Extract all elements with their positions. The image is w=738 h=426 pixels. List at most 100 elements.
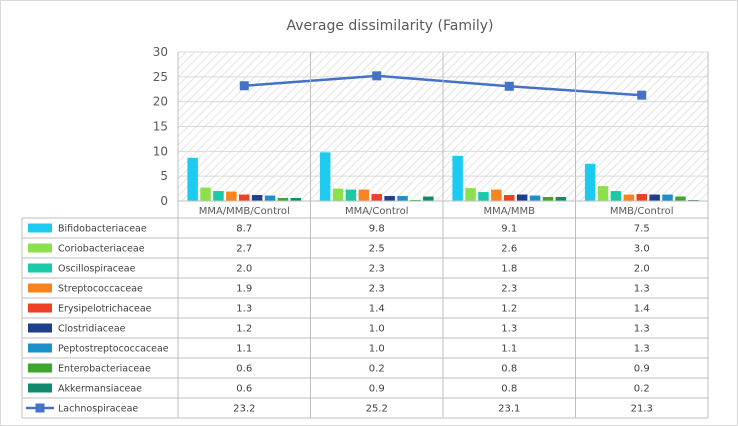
data-value: 2.6 <box>501 244 517 255</box>
bar-enterobacteriaceae <box>675 196 686 201</box>
legend-label: Akkermansiaceae <box>58 384 142 395</box>
data-value: 25.2 <box>366 404 388 415</box>
data-value: 2.0 <box>634 264 650 275</box>
y-tick-label: 30 <box>153 45 168 59</box>
bar-coriobacteriaceae <box>200 187 211 201</box>
legend-key-enterobacteriaceae <box>28 363 52 373</box>
category-label: MMA/MMB <box>483 206 535 217</box>
legend-key-coriobacteriaceae <box>28 243 52 253</box>
data-value: 0.6 <box>236 384 252 395</box>
data-value: 7.5 <box>634 224 650 235</box>
bar-peptostreptococcaceae <box>529 195 541 201</box>
data-value: 2.5 <box>369 244 385 255</box>
data-value: 1.2 <box>236 324 252 335</box>
legend-key-akkermansiaceae <box>28 383 52 393</box>
bar-akkermansiaceae <box>290 198 302 201</box>
line-marker <box>637 90 647 100</box>
bar-bifidobacteriaceae <box>187 157 198 201</box>
bar-erysipelotrichaceae <box>636 194 647 201</box>
data-value: 0.8 <box>501 384 517 395</box>
bar-erysipelotrichaceae <box>239 194 250 201</box>
line-marker <box>504 81 514 91</box>
legend-label: Streptococcaceae <box>58 284 143 295</box>
legend-label: Oscillospiraceae <box>58 264 136 275</box>
legend-key-streptococcaceae <box>28 283 52 293</box>
category-label: MMB/Control <box>610 206 674 217</box>
data-value: 0.9 <box>369 384 385 395</box>
legend-key-bifidobacteriaceae <box>28 223 52 233</box>
data-value: 2.3 <box>369 264 385 275</box>
bar-oscillospiraceae <box>213 191 224 201</box>
data-value: 2.3 <box>369 284 385 295</box>
line-marker <box>239 81 249 91</box>
legend-key-marker <box>35 403 45 413</box>
data-value: 1.2 <box>501 304 517 315</box>
bar-enterobacteriaceae <box>277 198 289 201</box>
data-value: 8.7 <box>236 224 252 235</box>
bar-akkermansiaceae <box>555 197 567 201</box>
data-value: 21.3 <box>631 404 653 415</box>
legend-label: Peptostreptococcaceae <box>58 344 169 355</box>
data-value: 0.6 <box>236 364 252 375</box>
legend-label: Lachnospiraceae <box>58 404 138 415</box>
data-value: 1.3 <box>634 284 650 295</box>
bar-coriobacteriaceae <box>597 186 609 201</box>
bar-streptococcaceae <box>226 191 237 201</box>
legend-label: Bifidobacteriaceae <box>58 224 147 235</box>
category-label: MMA/Control <box>345 206 409 217</box>
bar-peptostreptococcaceae <box>264 195 276 201</box>
data-value: 23.2 <box>233 404 255 415</box>
legend-key-peptostreptococcaceae <box>28 343 52 353</box>
bar-oscillospiraceae <box>478 192 489 201</box>
bar-oscillospiraceae <box>345 189 357 201</box>
y-tick-label: 25 <box>153 70 168 84</box>
data-value: 0.9 <box>634 364 650 375</box>
y-tick-label: 0 <box>160 194 168 208</box>
data-value: 2.7 <box>236 244 252 255</box>
data-value: 23.1 <box>498 404 520 415</box>
legend-key-clostridiaceae <box>28 323 52 333</box>
y-tick-label: 5 <box>160 169 168 183</box>
legend-label: Clostridiaceae <box>58 324 126 335</box>
data-value: 1.3 <box>501 324 517 335</box>
bar-streptococcaceae <box>491 189 502 201</box>
y-tick-label: 10 <box>153 144 168 158</box>
data-value: 2.3 <box>501 284 517 295</box>
data-value: 1.0 <box>369 344 385 355</box>
data-value: 0.2 <box>634 384 650 395</box>
data-value: 1.0 <box>369 324 385 335</box>
bar-clostridiaceae <box>251 195 263 201</box>
data-value: 1.3 <box>236 304 252 315</box>
data-table: MMA/MMB/Control MMA/Control MMA/MMB MMB/Con… <box>21 52 709 419</box>
y-tick-label: 15 <box>153 120 168 134</box>
bar-bifidobacteriaceae <box>584 163 596 201</box>
data-value: 1.1 <box>236 344 252 355</box>
bar-enterobacteriaceae <box>542 197 554 201</box>
bar-erysipelotrichaceae <box>504 195 515 201</box>
data-value: 1.4 <box>369 304 385 315</box>
chart-title: Average dissimilarity (Family) <box>286 18 493 34</box>
legend-key-erysipelotrichaceae <box>28 303 52 313</box>
bar-akkermansiaceae <box>423 196 434 201</box>
bar-clostridiaceae <box>384 196 395 201</box>
legend-label: Erysipelotrichaceae <box>58 304 152 315</box>
data-value: 9.1 <box>501 224 517 235</box>
bar-streptococcaceae <box>623 194 635 201</box>
data-value: 1.1 <box>501 344 517 355</box>
bar-erysipelotrichaceae <box>371 194 382 201</box>
line-marker <box>372 71 382 81</box>
data-value: 9.8 <box>369 224 385 235</box>
bar-clostridiaceae <box>649 194 660 201</box>
data-value: 3.0 <box>634 244 650 255</box>
data-value: 1.3 <box>634 324 650 335</box>
legend-label: Enterobacteriaceae <box>58 364 151 375</box>
axis-layer: 0 5 10 15 20 25 30 <box>153 45 168 208</box>
bar-coriobacteriaceae <box>465 188 476 201</box>
category-label: MMA/MMB/Control <box>199 206 290 217</box>
legend-label: Coriobacteriaceae <box>58 244 145 255</box>
bar-peptostreptococcaceae <box>662 194 673 201</box>
bar-streptococcaceae <box>358 189 370 201</box>
data-value: 1.8 <box>501 264 517 275</box>
data-value: 0.8 <box>501 364 517 375</box>
